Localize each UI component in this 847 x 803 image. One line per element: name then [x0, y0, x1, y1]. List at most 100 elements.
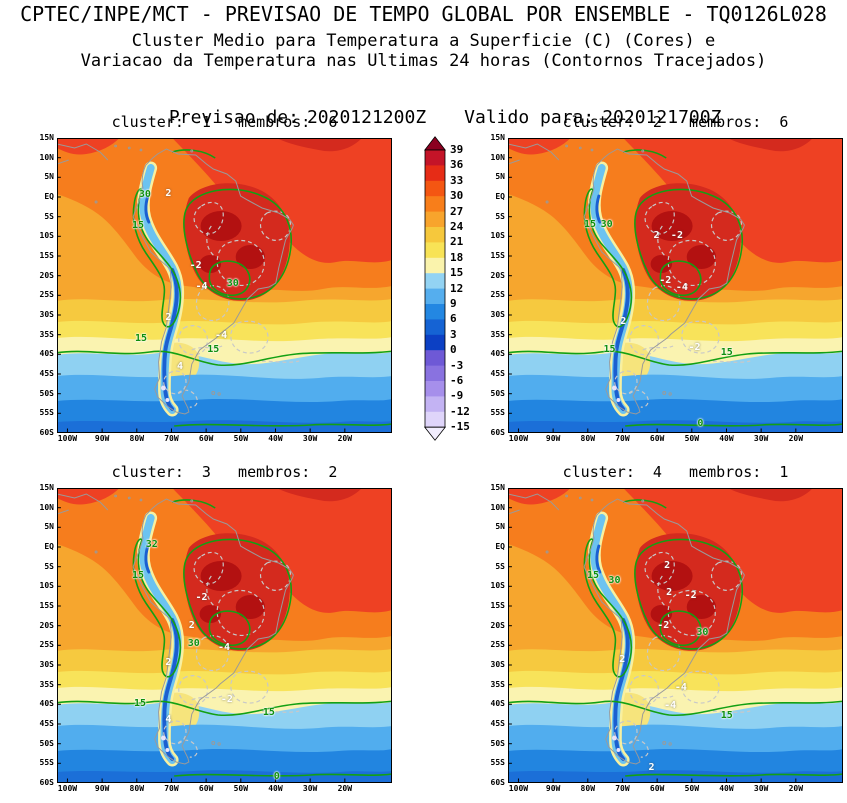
contour-label: -2 [657, 619, 670, 631]
lon-tick-label: 100W [57, 784, 78, 793]
colorbar-level-label: -9 [450, 389, 464, 403]
latitude-axis: 15N 10N 5N EQ 5S 10S 15S 20S 25S 30S 35S 40S 45S 50S 5… [478, 134, 508, 437]
latitude-axis: 15N 10N 5N EQ 5S 10S 15S 20S 25S 30S 35S 40S 45S 50S 5… [27, 484, 57, 787]
map-cluster-4: 2 15 30 2 -2 -2 30 2 -4 -4 15 2 [508, 488, 843, 783]
lat-tick-label: EQ [44, 192, 54, 201]
colorbar-level-label: 33 [450, 173, 464, 187]
lon-tick-label: 60W [649, 784, 665, 793]
colorbar-level-label: 21 [450, 235, 464, 249]
lon-tick-label: 30W [302, 434, 318, 443]
colorbar-level-label: 6 [450, 312, 457, 326]
lat-tick-label: 60S [39, 428, 54, 437]
lat-tick-label: 45S [39, 719, 54, 728]
lon-tick-label: 70W [615, 434, 630, 443]
lon-tick-label: 80W [129, 434, 145, 443]
colorbar: 39 36 33 30 27 24 21 18 15 12 9 6 3 0 -3 -6 -9 -12 -15 [423, 136, 496, 442]
lon-tick-label: 60W [198, 784, 214, 793]
contour-label: 2 [653, 230, 660, 241]
lat-tick-label: EQ [44, 542, 54, 551]
contour-label: 32 [145, 538, 158, 550]
lon-tick-label: 100W [57, 434, 78, 443]
lat-tick-label: 50S [39, 388, 54, 398]
lat-tick-label: 15N [39, 483, 54, 492]
lon-tick-label: 70W [164, 784, 179, 793]
contour-label: 15 [134, 332, 148, 344]
contour-label: -2 [688, 342, 701, 353]
lat-tick-label: 10N [39, 152, 54, 162]
lon-tick-label: 60W [198, 434, 214, 443]
contour-label: -2 [684, 590, 697, 601]
lat-tick-label: 5S [495, 211, 505, 221]
colorbar-svg [423, 136, 447, 441]
contour-label: 15 [132, 570, 145, 581]
lat-tick-label: 50S [490, 388, 505, 398]
lat-tick-label: 55S [39, 758, 54, 768]
lon-tick-label: 90W [94, 434, 110, 443]
cluster-panel-4: cluster: 4 membros: 1 15N 10N 5N EQ 5S 10S 15S 2… [478, 460, 843, 796]
lat-tick-label: 20S [490, 620, 505, 630]
contour-label: 0 [273, 771, 280, 782]
lat-tick-label: 40S [39, 349, 54, 359]
lat-tick-label: 40S [39, 699, 54, 709]
subtitle-line2: Variacao da Temperatura nas Ultimas 24 h… [80, 51, 767, 71]
contour-label: 15 [603, 344, 616, 355]
lon-tick-label: 30W [753, 434, 769, 443]
lon-tick-label: 50W [684, 434, 700, 443]
lat-tick-label: 15S [39, 601, 54, 610]
lon-tick-label: 60W [649, 434, 665, 443]
lon-tick-label: 40W [719, 434, 734, 443]
contour-label: 2 [648, 762, 655, 773]
forecast-valid-value: 2020121700Z [602, 107, 722, 128]
lat-tick-label: 35S [39, 329, 54, 339]
map-cluster-1: 30 2 15 -2 -4 30 2 -4 15 15 4 [57, 138, 392, 433]
lat-tick-label: 50S [39, 738, 54, 748]
lat-tick-label: 10S [39, 581, 54, 591]
contour-label: 15 [133, 698, 147, 709]
cluster-panel-1: cluster: 1 membros: 6 15N 10N 5N EQ 5S 10S 15S 2… [27, 110, 392, 446]
contour-label: -2 [189, 260, 202, 271]
colorbar-level-label: 3 [450, 327, 457, 341]
contour-label: 15 [262, 707, 275, 718]
lon-tick-label: 70W [615, 784, 630, 793]
lon-tick-label: 40W [268, 434, 283, 443]
lat-tick-label: 30S [490, 310, 505, 319]
lon-tick-label: 80W [580, 784, 596, 793]
lat-tick-label: 60S [490, 778, 505, 787]
lat-tick-label: 5S [44, 211, 54, 221]
lat-tick-label: 25S [490, 640, 505, 650]
lat-tick-label: 15N [490, 483, 505, 492]
longitude-axis: 100W 90W 80W 70W 60W 50W 40W 30W 20W [57, 433, 392, 446]
lon-tick-label: 100W [508, 784, 529, 793]
lat-tick-label: 30S [39, 310, 54, 319]
colorbar-level-label: 15 [450, 266, 464, 280]
longitude-axis: 100W 90W 80W 70W 60W 50W 40W 30W 20W [508, 783, 843, 796]
contour-label: -4 [195, 281, 208, 292]
lon-tick-label: 30W [302, 784, 318, 793]
contour-label: 2 [165, 657, 172, 668]
panel-title: cluster: 3 membros: 2 [111, 463, 338, 481]
page-title: CPTEC/INPE/MCT - PREVISAO DE TEMPO GLOBA… [20, 2, 827, 26]
lat-tick-label: 5N [495, 172, 505, 182]
lat-tick-label: 20S [39, 620, 54, 630]
contour-label: 2 [664, 560, 671, 571]
lon-tick-label: 100W [508, 434, 529, 443]
forecast-dates-line: Previsao de: 2020121200Z Valido para: 20201… [0, 86, 847, 149]
lon-tick-label: 40W [719, 784, 734, 793]
colorbar-level-label: 36 [450, 158, 464, 172]
lat-tick-label: 35S [490, 329, 505, 339]
forecast-init-value: 2020121200Z [306, 107, 427, 128]
lat-tick-label: 55S [490, 758, 505, 768]
colorbar-level-label: 0 [450, 343, 457, 357]
contour-label: 4 [177, 361, 184, 372]
colorbar-level-label: 9 [450, 297, 457, 310]
lat-tick-label: 5S [44, 561, 54, 571]
lat-tick-label: 10N [490, 502, 505, 512]
lat-tick-label: 45S [490, 369, 505, 378]
contour-label: 30 [138, 188, 151, 200]
colorbar-level-label: 39 [450, 143, 464, 156]
lat-tick-label: 10N [39, 502, 54, 512]
lat-tick-label: 35S [39, 679, 54, 689]
lon-tick-label: 90W [94, 784, 110, 793]
lat-tick-label: 15N [490, 133, 505, 142]
lat-tick-label: EQ [495, 192, 505, 201]
